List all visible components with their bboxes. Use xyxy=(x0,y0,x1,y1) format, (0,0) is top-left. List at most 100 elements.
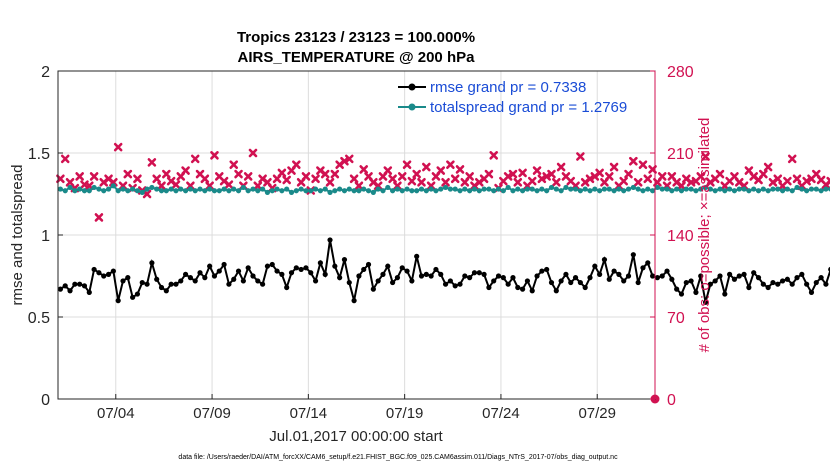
obs-point xyxy=(576,152,585,161)
obs-point xyxy=(542,172,551,181)
rmse-point xyxy=(544,266,550,273)
rmse-point xyxy=(231,276,237,282)
rmse-point xyxy=(134,291,141,297)
spread-point xyxy=(202,188,208,194)
obs-point xyxy=(446,160,455,170)
spread-point xyxy=(260,186,266,192)
rmse-point xyxy=(558,278,564,284)
spread-point xyxy=(125,188,131,194)
obs-point xyxy=(60,154,70,164)
spread-point xyxy=(101,188,107,194)
rmse-point xyxy=(226,281,232,287)
tick-label-left: 2 xyxy=(41,64,50,81)
rmse-point xyxy=(86,289,92,295)
rmse-point xyxy=(260,281,266,287)
spread-point xyxy=(683,186,689,192)
x-axis-label: Jul.01,2017 00:00:00 start xyxy=(269,428,443,445)
spread-point xyxy=(616,186,622,192)
tick-label-x: 07/29 xyxy=(578,405,616,422)
rmse-point xyxy=(67,288,73,294)
rmse-point xyxy=(178,278,184,284)
rmse-point xyxy=(182,271,189,277)
rmse-point xyxy=(409,278,415,284)
rmse-point xyxy=(779,278,786,284)
obs-point xyxy=(556,162,566,172)
spread-point xyxy=(149,184,155,191)
rmse-point xyxy=(727,271,733,277)
rmse-point xyxy=(139,279,145,286)
spread-point xyxy=(741,186,747,192)
obs-point xyxy=(190,154,200,164)
obs-point xyxy=(604,172,614,181)
rmse-point xyxy=(664,268,670,274)
obs-point xyxy=(388,174,397,184)
rmse-point xyxy=(640,265,646,271)
rmse-point xyxy=(96,270,102,276)
rmse-point xyxy=(645,260,651,266)
obs-point xyxy=(547,169,556,179)
rmse-point xyxy=(288,270,295,276)
obs-point xyxy=(696,172,706,181)
obs-point xyxy=(94,213,104,222)
spread-point xyxy=(216,188,222,194)
spread-point xyxy=(736,186,742,192)
rmse-point xyxy=(693,289,699,295)
spread-point xyxy=(664,186,670,192)
spread-point xyxy=(471,186,478,192)
right-axis-label: # of obs: o=possible; ×=assimilated xyxy=(696,118,713,353)
obs-point xyxy=(552,177,561,187)
rmse-point xyxy=(390,279,396,286)
spread-point xyxy=(62,188,68,194)
rmse-point xyxy=(649,273,656,279)
rmse-point xyxy=(423,271,429,277)
rmse-point xyxy=(380,271,386,277)
rmse-point xyxy=(264,263,271,269)
obs-point xyxy=(422,162,431,172)
rmse-point xyxy=(611,268,617,274)
spread-point xyxy=(563,184,569,191)
obs-point xyxy=(619,176,629,186)
rmse-point xyxy=(775,281,781,287)
spread-point xyxy=(255,188,261,194)
rmse-point xyxy=(755,275,762,281)
obs-point xyxy=(503,172,513,181)
spread-series xyxy=(57,183,830,195)
spread-point xyxy=(428,186,434,192)
rmse-point xyxy=(269,261,275,268)
rmse-point xyxy=(62,283,68,289)
spread-point xyxy=(394,186,401,192)
obs-point xyxy=(513,177,523,187)
obs-point xyxy=(595,168,604,178)
obs-point xyxy=(792,174,802,184)
spread-point xyxy=(515,186,521,192)
obs-point xyxy=(465,172,474,181)
legend-rmse-marker xyxy=(408,83,416,91)
obs-point xyxy=(349,174,359,184)
spread-point xyxy=(702,184,709,191)
rmse-point xyxy=(120,278,126,284)
rmse-point xyxy=(731,276,738,282)
obs-point xyxy=(234,169,243,179)
obs-point xyxy=(489,151,499,160)
spread-point xyxy=(274,186,280,192)
obs-point xyxy=(224,180,234,189)
obs-point xyxy=(147,158,157,167)
spread-point xyxy=(414,188,420,194)
rmse-point xyxy=(616,271,622,277)
spread-point xyxy=(630,184,636,191)
obs-point xyxy=(455,165,465,174)
rmse-point xyxy=(197,270,203,276)
spread-point xyxy=(544,188,550,194)
rmse-point xyxy=(414,253,420,259)
rmse-point xyxy=(630,252,636,258)
obs-point xyxy=(248,148,258,158)
spread-point xyxy=(524,186,531,192)
obs-point xyxy=(320,169,330,179)
rmse-point xyxy=(654,275,661,281)
tick-label-x: 07/14 xyxy=(290,405,328,422)
rmse-point xyxy=(130,294,136,300)
rmse-point xyxy=(784,276,790,282)
rmse-point xyxy=(245,265,251,271)
tick-label-x: 07/24 xyxy=(482,405,520,422)
rmse-point xyxy=(818,275,824,281)
